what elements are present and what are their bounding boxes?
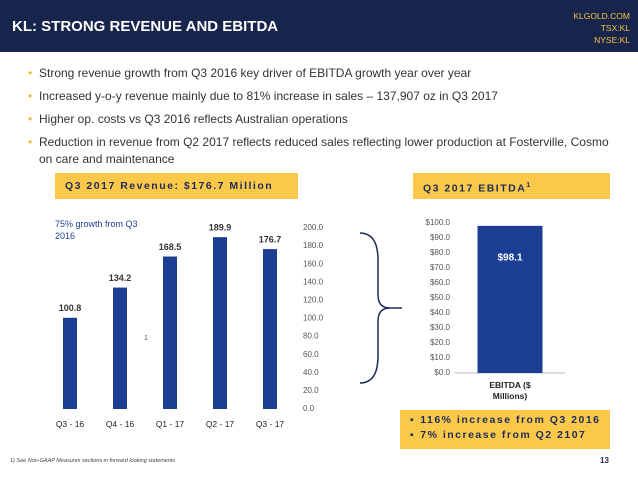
y-tick-label: $70.0 — [430, 263, 451, 272]
highlight: 7% increase from Q2 2107 — [410, 428, 610, 443]
bullet: Higher op. costs vs Q3 2016 reflects Aus… — [28, 111, 609, 128]
y-tick-label: 80.0 — [303, 332, 319, 341]
y-tick-label: 60.0 — [303, 350, 319, 359]
note: 1 — [144, 335, 148, 342]
bar — [263, 249, 277, 409]
y-tick-label: 140.0 — [303, 277, 324, 286]
brace — [359, 232, 391, 384]
bullet: Increased y-o-y revenue mainly due to 81… — [28, 88, 609, 105]
header-bar — [0, 0, 638, 52]
data-label: 134.2 — [109, 273, 132, 283]
x-tick-label: Q1 - 17 — [155, 419, 185, 429]
x-tick-label: Q3 - 16 — [55, 419, 85, 429]
y-tick-label: $60.0 — [430, 278, 451, 287]
superscript: 1 — [526, 182, 532, 189]
x-tick-label: Q4 - 16 — [105, 419, 135, 429]
y-tick-label: $0.0 — [434, 368, 450, 377]
data-label: 100.8 — [59, 303, 82, 313]
y-tick-label: $100.0 — [426, 218, 451, 227]
chart-title: Q3 2017 EBITDA — [423, 182, 527, 195]
y-tick-label: 40.0 — [303, 368, 319, 377]
y-tick-label: 160.0 — [303, 259, 324, 268]
data-label: 176.7 — [259, 234, 282, 244]
y-tick-label: $10.0 — [430, 353, 451, 362]
y-tick-label: 200.0 — [303, 223, 324, 232]
data-label: 189.9 — [209, 223, 232, 233]
page-number: 13 — [600, 456, 609, 465]
bar — [113, 287, 127, 409]
y-tick-label: 0.0 — [303, 404, 315, 413]
header-link: KLGOLD.COM — [573, 11, 630, 21]
bullet: Reduction in revenue from Q2 2017 reflec… — [28, 134, 609, 168]
y-tick-label: $30.0 — [430, 323, 451, 332]
bullet: Strong revenue growth from Q3 2016 key d… — [28, 65, 609, 82]
y-tick-label: $50.0 — [430, 293, 451, 302]
y-tick-label: 120.0 — [303, 296, 324, 305]
highlight: 116% increase from Q3 2016 — [410, 413, 610, 428]
highlight-box: 116% increase from Q3 2016 7% increase f… — [400, 410, 610, 449]
y-tick-label: 100.0 — [303, 314, 324, 323]
slide-title: KL: STRONG REVENUE AND EBITDA — [12, 18, 279, 35]
y-tick-label: $20.0 — [430, 338, 451, 347]
x-tick-label: EBITDA ($ Millions) — [489, 380, 531, 401]
data-label: $98.1 — [497, 252, 522, 263]
bar — [477, 225, 543, 373]
y-tick-label: 180.0 — [303, 241, 324, 250]
chart-title-box: Q3 2017 Revenue: $176.7 Million — [55, 173, 298, 199]
footnote: 1) See Non-GAAP Measures sections in for… — [10, 458, 176, 464]
bar — [63, 317, 77, 409]
x-tick-label: Q2 - 17 — [205, 419, 235, 429]
bar — [163, 256, 177, 409]
chart-title: Q3 2017 Revenue: $176.7 Million — [65, 180, 274, 192]
chart-title-box: Q3 2017 EBITDA1 — [413, 173, 610, 199]
y-tick-label: $80.0 — [430, 248, 451, 257]
y-tick-label: $90.0 — [430, 233, 451, 242]
bar — [213, 237, 227, 409]
header-link: TSX:KL — [600, 23, 630, 33]
data-label: 168.5 — [159, 242, 182, 252]
y-tick-label: $40.0 — [430, 308, 451, 317]
x-tick-label: Q3 - 17 — [255, 419, 285, 429]
y-tick-label: 20.0 — [303, 386, 319, 395]
header-link: NYSE:KL — [594, 35, 630, 45]
annotation: 75% growth from Q3 2016 — [55, 219, 138, 241]
